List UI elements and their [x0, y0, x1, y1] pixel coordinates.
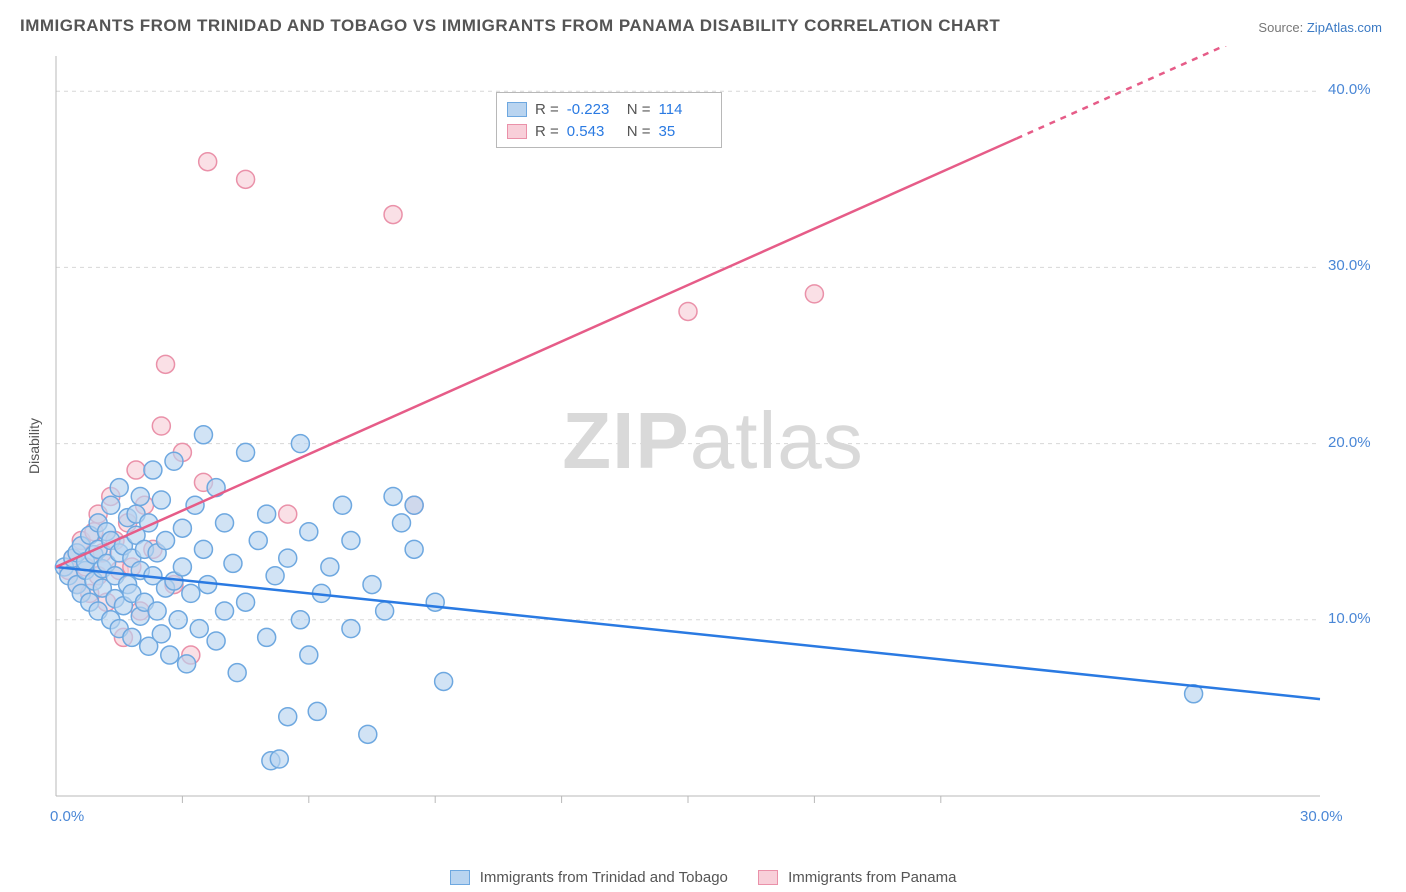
legend-swatch-pink — [507, 124, 527, 139]
n-value-2: 35 — [659, 123, 711, 140]
r-value-1: -0.223 — [567, 101, 619, 118]
y-tick-label: 40.0% — [1328, 81, 1371, 98]
r-label: R = — [535, 101, 559, 118]
legend-label-1: Immigrants from Trinidad and Tobago — [480, 869, 728, 886]
n-label: N = — [627, 101, 651, 118]
y-tick-label: 30.0% — [1328, 257, 1371, 274]
legend-swatch-pink — [758, 870, 778, 885]
chart-title: IMMIGRANTS FROM TRINIDAD AND TOBAGO VS I… — [20, 16, 1000, 36]
r-value-2: 0.543 — [567, 123, 619, 140]
legend-item-2: Immigrants from Panama — [758, 869, 957, 886]
y-tick-label: 10.0% — [1328, 610, 1371, 627]
y-axis-label: Disability — [26, 418, 42, 474]
n-label: N = — [627, 123, 651, 140]
legend-swatch-blue — [450, 870, 470, 885]
bottom-legend: Immigrants from Trinidad and Tobago Immi… — [0, 862, 1406, 892]
stats-row-2: R = 0.543 N = 35 — [507, 120, 711, 142]
stats-row-1: R = -0.223 N = 114 — [507, 98, 711, 120]
x-tick-label: 0.0% — [50, 808, 84, 825]
legend-item-1: Immigrants from Trinidad and Tobago — [450, 869, 728, 886]
chart-container: IMMIGRANTS FROM TRINIDAD AND TOBAGO VS I… — [0, 0, 1406, 892]
x-tick-label: 30.0% — [1300, 808, 1343, 825]
chart-svg — [46, 46, 1380, 836]
stats-legend: R = -0.223 N = 114 R = 0.543 N = 35 — [496, 92, 722, 148]
n-value-1: 114 — [659, 101, 711, 118]
r-label: R = — [535, 123, 559, 140]
y-tick-label: 20.0% — [1328, 434, 1371, 451]
legend-swatch-blue — [507, 102, 527, 117]
source-value[interactable]: ZipAtlas.com — [1307, 20, 1382, 35]
source-attribution: Source: ZipAtlas.com — [1258, 20, 1382, 35]
plot-area: ZIPatlas R = -0.223 N = 114 R = 0.543 N … — [46, 46, 1380, 836]
source-label: Source: — [1258, 20, 1303, 35]
legend-label-2: Immigrants from Panama — [788, 869, 956, 886]
